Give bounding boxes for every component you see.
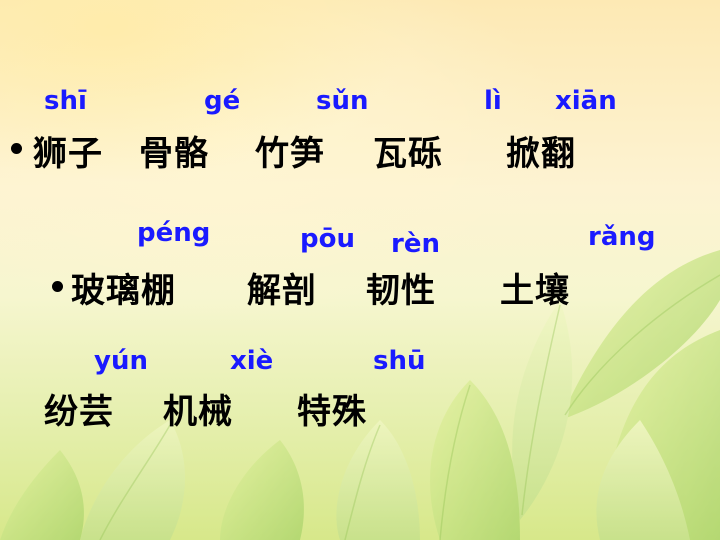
pinyin-li: lì xyxy=(484,86,502,116)
word-jiepou: 解剖 xyxy=(247,271,317,311)
word-renxing: 韧性 xyxy=(366,271,436,311)
pinyin-pou: pōu xyxy=(300,224,355,254)
pinyin-shu: shū xyxy=(373,346,426,376)
pinyin-ren: rèn xyxy=(391,229,440,259)
pinyin-ge: gé xyxy=(204,86,241,116)
word-xianfan: 掀翻 xyxy=(506,134,576,174)
pinyin-shi: shī xyxy=(44,86,87,116)
word-fenyun: 纷芸 xyxy=(44,392,114,432)
pinyin-xie: xiè xyxy=(230,346,274,376)
pinyin-rang: rǎng xyxy=(588,222,656,252)
bullet-icon xyxy=(11,143,22,154)
pinyin-xian: xiān xyxy=(555,86,617,116)
pinyin-peng: péng xyxy=(137,218,211,248)
bullet-icon xyxy=(52,281,63,292)
word-jixie: 机械 xyxy=(163,392,233,432)
word-zhusun: 竹笋 xyxy=(255,134,325,174)
pinyin-sun: sǔn xyxy=(316,86,369,116)
word-turang: 土壤 xyxy=(500,271,570,311)
word-bolipeng: 玻璃棚 xyxy=(71,271,176,311)
word-guge: 骨骼 xyxy=(139,134,209,174)
word-wali: 瓦砾 xyxy=(373,134,443,174)
pinyin-yun: yún xyxy=(94,346,148,376)
word-teshu: 特殊 xyxy=(297,392,367,432)
word-shizi: 狮子 xyxy=(33,134,103,174)
